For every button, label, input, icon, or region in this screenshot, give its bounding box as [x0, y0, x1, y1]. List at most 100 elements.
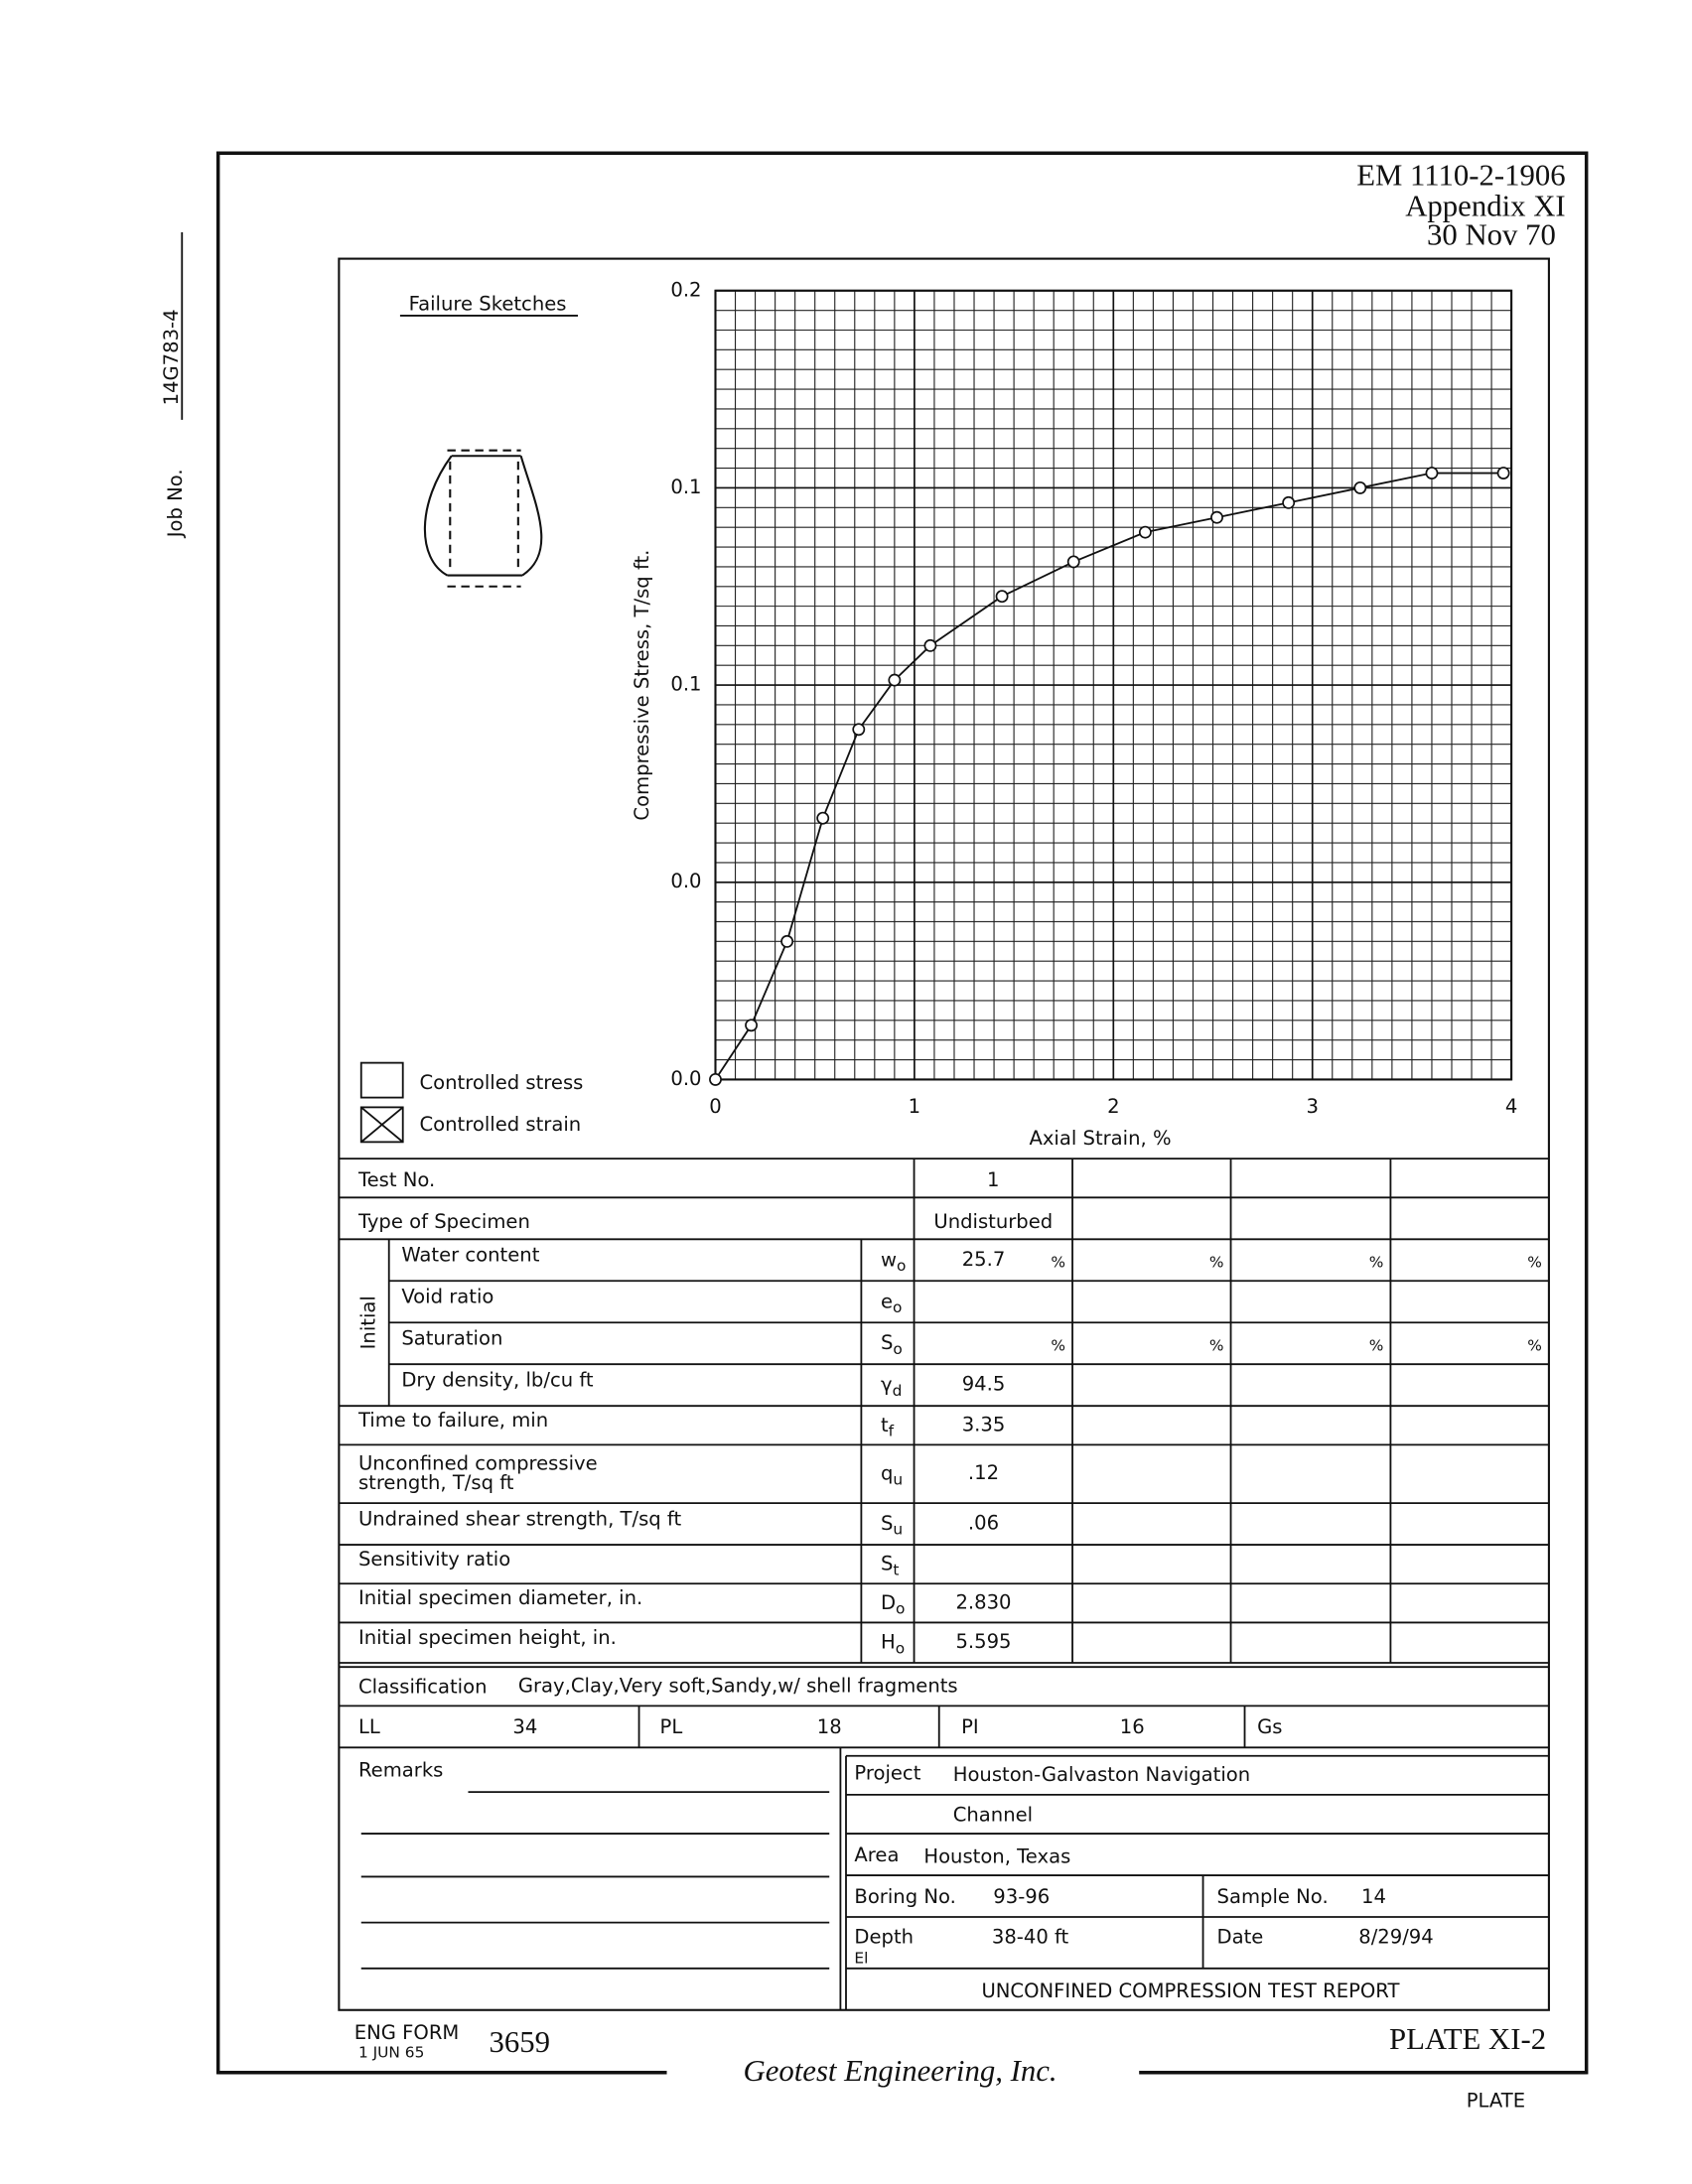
- value: Undisturbed: [933, 1210, 1053, 1233]
- symbol-base: S: [881, 1552, 893, 1574]
- value: Houston, Texas: [923, 1844, 1070, 1867]
- plate-bottom: PLATE: [1467, 2090, 1525, 2113]
- y-tick-label: 0.0: [670, 870, 701, 892]
- symbol-sub: o: [896, 1639, 905, 1657]
- curve: [714, 472, 1504, 1080]
- legend-box: [359, 1106, 404, 1144]
- point: [1066, 555, 1080, 569]
- row-label: strength, T/sq ft: [358, 1471, 514, 1494]
- legend-label: Controlled stress: [420, 1071, 584, 1094]
- value: 94.5: [962, 1373, 1006, 1396]
- symbol: tf: [881, 1413, 895, 1439]
- row-label: Time to failure, min: [357, 1409, 548, 1432]
- form-no: 3659: [489, 2025, 550, 2059]
- value: 16: [1120, 1715, 1145, 1738]
- label: Date: [1217, 1926, 1264, 1949]
- legend-label: Controlled strain: [420, 1113, 582, 1136]
- row-label: Water content: [401, 1244, 539, 1267]
- symbol-base: H: [881, 1630, 896, 1653]
- symbol: wo: [881, 1248, 906, 1275]
- symbol-sub: o: [896, 1599, 905, 1617]
- x-tick-label: 3: [1306, 1095, 1318, 1118]
- y-axis-label: Compressive Stress, T/sq ft.: [631, 550, 653, 821]
- company: Geotest Engineering, Inc.: [743, 2054, 1057, 2088]
- appendix: Appendix XI: [1405, 189, 1566, 222]
- point: [780, 934, 794, 948]
- point: [1353, 480, 1367, 494]
- label: PL: [660, 1715, 683, 1738]
- value: 38-40 ft: [992, 1926, 1069, 1949]
- symbol-base: w: [881, 1248, 897, 1271]
- report-title: UNCONFINED COMPRESSION TEST REPORT: [981, 1979, 1400, 2002]
- label: El: [854, 1949, 868, 1967]
- symbol-sub: f: [889, 1422, 895, 1439]
- row-label: Dry density, lb/cu ft: [401, 1368, 594, 1391]
- value: Gray,Clay,Very soft,Sandy,w/ shell fragm…: [518, 1674, 958, 1697]
- point: [888, 673, 902, 687]
- symbol: Su: [881, 1512, 903, 1539]
- label: Gs: [1257, 1715, 1282, 1738]
- value: 8/29/94: [1358, 1926, 1433, 1949]
- x-tick-label: 0: [709, 1095, 721, 1118]
- x-axis-label: Axial Strain, %: [1029, 1127, 1171, 1150]
- point: [709, 1072, 722, 1086]
- unit: %: [1527, 1337, 1542, 1355]
- symbol-sub: o: [897, 1256, 906, 1274]
- point: [1282, 495, 1296, 509]
- unit: %: [1051, 1254, 1065, 1272]
- legend-box: [359, 1061, 404, 1099]
- value: .12: [968, 1461, 999, 1484]
- label: Boring No.: [854, 1885, 955, 1908]
- symbol: Ho: [881, 1630, 905, 1657]
- symbol-sub: u: [893, 1520, 903, 1538]
- unit: %: [1051, 1337, 1065, 1355]
- label: Classification: [358, 1676, 488, 1699]
- y-tick-label: 0.1: [670, 476, 701, 498]
- symbol-sub: o: [893, 1297, 902, 1315]
- form-date: 1 JUN 65: [358, 2044, 424, 2062]
- row-label: Void ratio: [401, 1286, 494, 1308]
- job-value: 14G783-4: [160, 309, 183, 405]
- doc-date: 30 Nov 70: [1427, 218, 1556, 252]
- form: ENG FORM: [354, 2021, 460, 2044]
- row-label: Saturation: [401, 1327, 502, 1350]
- point: [852, 723, 866, 737]
- point: [1496, 467, 1510, 479]
- value: 1: [987, 1168, 999, 1191]
- x-tick-label: 1: [909, 1095, 920, 1118]
- value: Houston-Galvaston Navigation: [953, 1763, 1250, 1786]
- label: Depth: [854, 1926, 914, 1949]
- value: 18: [817, 1715, 842, 1738]
- symbol: So: [881, 1331, 903, 1358]
- unit: %: [1527, 1254, 1542, 1272]
- doc-number: EM 1110-2-1906: [1356, 159, 1566, 193]
- row-label: Initial specimen diameter, in.: [358, 1586, 642, 1609]
- symbol: St: [881, 1552, 899, 1578]
- label: Area: [854, 1843, 899, 1866]
- symbol-sub: d: [893, 1381, 903, 1399]
- symbol-base: q: [881, 1461, 893, 1484]
- value: 25.7: [962, 1248, 1006, 1271]
- label: PI: [961, 1715, 979, 1738]
- point: [1425, 467, 1439, 479]
- point: [995, 590, 1009, 604]
- label: Test No.: [357, 1168, 435, 1191]
- symbol: qu: [881, 1461, 903, 1488]
- label: LL: [358, 1715, 380, 1738]
- y-tick-label: 0.0: [670, 1067, 701, 1090]
- value: 2.830: [955, 1590, 1011, 1613]
- symbol-base: e: [881, 1290, 893, 1312]
- sketch-title: Failure Sketches: [409, 292, 567, 315]
- unit: %: [1369, 1337, 1384, 1355]
- point: [745, 1019, 759, 1032]
- failure-sketch: [423, 449, 543, 588]
- value: 5.595: [955, 1630, 1011, 1653]
- label: Sample No.: [1217, 1885, 1329, 1908]
- chart: 0.0 0.0 0.1 0.1 0.2 0 1 2 3 4 Axial Strain, % Compr…: [631, 278, 1517, 1150]
- label: Remarks: [358, 1759, 443, 1782]
- row-label: Sensitivity ratio: [358, 1548, 510, 1570]
- symbol-sub: o: [893, 1339, 902, 1357]
- x-tick-label: 2: [1107, 1095, 1119, 1118]
